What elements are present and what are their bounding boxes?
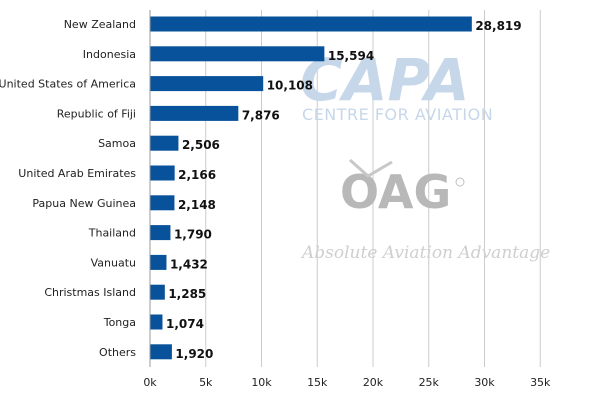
value-label: 2,166 [178, 168, 216, 182]
x-tick-label: 10k [251, 376, 272, 389]
category-label: Christmas Island [44, 286, 136, 299]
bar [150, 254, 167, 270]
value-label: 2,506 [182, 138, 220, 152]
x-tick-label: 25k [419, 376, 440, 389]
category-label: Papua New Guinea [32, 197, 136, 210]
value-label: 1,074 [166, 317, 204, 331]
value-label: 1,790 [174, 228, 212, 242]
category-label: Tonga [103, 316, 136, 329]
x-tick-label: 5k [199, 376, 213, 389]
category-label: Republic of Fiji [57, 107, 136, 120]
value-label: 1,432 [170, 257, 208, 271]
x-tick-label: 15k [307, 376, 328, 389]
category-label: Vanuatu [91, 256, 136, 269]
bar [150, 165, 175, 181]
category-label: Indonesia [83, 48, 136, 61]
watermarks: CAPA CENTRE FOR AVIATION OAG Absolute Av… [300, 46, 550, 263]
bar [150, 344, 172, 360]
value-labels: 28,819 15,594 10,108 7,876 2,506 2,166 2,148 1,… [166, 19, 522, 361]
x-tick-label: 35k [530, 376, 551, 389]
category-label: Samoa [98, 137, 136, 150]
category-label: United States of America [0, 78, 136, 91]
value-label: 7,876 [242, 108, 280, 122]
oag-tagline: Absolute Aviation Advantage [300, 243, 550, 263]
bar [150, 105, 239, 121]
bar [150, 16, 472, 32]
value-label: 28,819 [475, 19, 521, 33]
oag-swoosh-icon [349, 158, 393, 178]
category-label: New Zealand [64, 18, 136, 31]
x-axis-ticks: 0k 5k 10k 15k 20k 25k 30k 35k [143, 376, 551, 389]
value-label: 2,148 [178, 198, 216, 212]
value-label: 10,108 [267, 79, 313, 93]
bar [150, 46, 325, 62]
x-tick-label: 20k [363, 376, 384, 389]
bar [150, 135, 179, 151]
registered-mark-icon [455, 177, 465, 187]
category-label: Others [99, 346, 136, 359]
bar [150, 225, 171, 241]
bar [150, 76, 264, 92]
bar [150, 195, 175, 211]
value-label: 15,594 [328, 49, 374, 63]
x-tick-label: 0k [143, 376, 157, 389]
x-tick-label: 30k [474, 376, 495, 389]
capa-logo: CAPA [300, 46, 470, 114]
oag-logo: OAG [340, 165, 451, 219]
capa-tagline: CENTRE FOR AVIATION [302, 105, 493, 124]
category-labels: New Zealand Indonesia United States of Ame… [0, 18, 136, 359]
bar [150, 284, 165, 300]
bar [150, 314, 163, 330]
bars [150, 16, 472, 360]
value-label: 1,920 [175, 347, 213, 361]
category-label: United Arab Emirates [18, 167, 136, 180]
grid-lines [149, 10, 541, 367]
category-label: Thailand [88, 227, 136, 240]
value-label: 1,285 [168, 287, 206, 301]
